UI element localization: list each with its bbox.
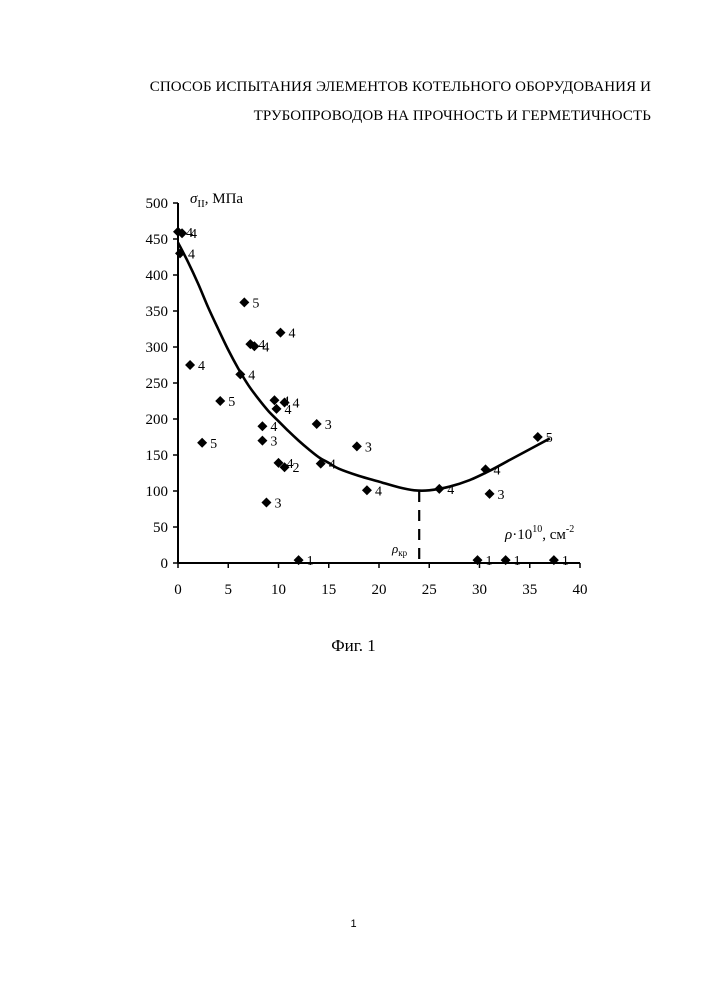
y-axis-label: σII, МПа: [190, 191, 243, 210]
x-tick-label: 40: [573, 582, 588, 598]
x-axis-label-unit-exponent: -2: [566, 524, 574, 535]
critical-density-subscript: кр: [398, 548, 407, 558]
data-point-marker: [185, 360, 195, 370]
data-point-marker: [261, 498, 271, 508]
data-point-marker: [239, 297, 249, 307]
data-point-label: 4: [262, 340, 269, 355]
data-point-marker: [257, 436, 267, 446]
x-axis-label-symbol: ρ: [504, 527, 512, 543]
scatter-chart: 0510152025303540 05010015020025030035040…: [0, 0, 707, 620]
data-point-label: 4: [329, 458, 336, 473]
data-point-label: 4: [188, 247, 195, 262]
chart-axes: [173, 203, 580, 568]
y-axis-label-unit: , МПа: [205, 191, 244, 207]
data-point-label: 5: [228, 395, 235, 410]
point-labels: 4444554544433444442134344143151: [186, 226, 569, 569]
x-tick-label: 5: [225, 582, 233, 598]
data-point-label: 3: [498, 488, 505, 503]
data-point-marker: [215, 396, 225, 406]
data-point-label: 1: [485, 554, 492, 569]
y-tick-labels: 0 50 100 150 200 250 300 350 400 450 500: [146, 196, 169, 572]
x-axis-label-multiplier: ·10: [512, 527, 532, 543]
x-axis-label-unit: , см: [542, 527, 566, 543]
data-point-label: 4: [375, 484, 382, 499]
x-tick-label: 30: [472, 582, 487, 598]
data-point-marker: [197, 438, 207, 448]
y-tick-label: 350: [146, 304, 169, 320]
data-point-label: 5: [210, 437, 217, 452]
data-point-label: 1: [514, 554, 521, 569]
figure-caption: Фиг. 1: [0, 636, 707, 656]
data-point-label: 3: [325, 418, 332, 433]
data-point-marker: [362, 485, 372, 495]
data-point-label: 4: [293, 396, 300, 411]
data-point-label: 3: [274, 497, 281, 512]
y-tick-label: 150: [146, 448, 169, 464]
page-number: 1: [0, 918, 707, 930]
data-point-label: 4: [248, 368, 255, 383]
data-point-label: 1: [562, 554, 569, 569]
data-point-label: 5: [546, 431, 553, 446]
data-point-label: 1: [307, 554, 314, 569]
critical-density-symbol: ρ: [391, 541, 398, 556]
data-point-label: 4: [284, 403, 291, 418]
data-point-marker: [533, 432, 543, 442]
y-tick-label: 250: [146, 376, 169, 392]
data-point-label: 4: [289, 327, 296, 342]
data-point-marker: [257, 421, 267, 431]
x-tick-label: 20: [372, 582, 387, 598]
data-point-label: 4: [190, 227, 197, 242]
data-point-label: 2: [293, 461, 300, 476]
data-point-marker: [269, 395, 279, 405]
data-point-marker: [481, 464, 491, 474]
data-point-marker: [312, 419, 322, 429]
data-point-label: 4: [447, 483, 454, 498]
data-point-label: 3: [270, 435, 277, 450]
critical-density-label: ρкр: [391, 541, 408, 558]
y-tick-label: 50: [153, 520, 168, 536]
data-point-marker: [276, 328, 286, 338]
data-point-marker: [434, 484, 444, 494]
y-tick-label: 0: [161, 556, 169, 572]
y-tick-label: 500: [146, 196, 169, 212]
x-axis-label: ρ·1010, см-2: [504, 524, 574, 543]
y-tick-label: 450: [146, 232, 169, 248]
x-tick-label: 10: [271, 582, 286, 598]
y-tick-label: 400: [146, 268, 169, 284]
x-tick-label: 0: [174, 582, 182, 598]
x-tick-label: 25: [422, 582, 437, 598]
data-point-label: 4: [270, 420, 277, 435]
x-tick-labels: 0 5 10 15 20 25 30 35 40: [174, 582, 587, 598]
data-point-label: 4: [494, 463, 501, 478]
data-point-label: 4: [198, 359, 205, 374]
data-point-label: 5: [252, 296, 259, 311]
y-tick-label: 200: [146, 412, 169, 428]
data-point-marker: [352, 441, 362, 451]
x-tick-label: 15: [321, 582, 336, 598]
data-point-marker: [175, 248, 185, 258]
data-point-marker: [485, 489, 495, 499]
y-tick-label: 100: [146, 484, 169, 500]
x-axis-label-exponent: 10: [532, 524, 542, 535]
y-tick-label: 300: [146, 340, 169, 356]
x-tick-label: 35: [522, 582, 537, 598]
data-point-marker: [271, 404, 281, 414]
data-point-label: 3: [365, 440, 372, 455]
